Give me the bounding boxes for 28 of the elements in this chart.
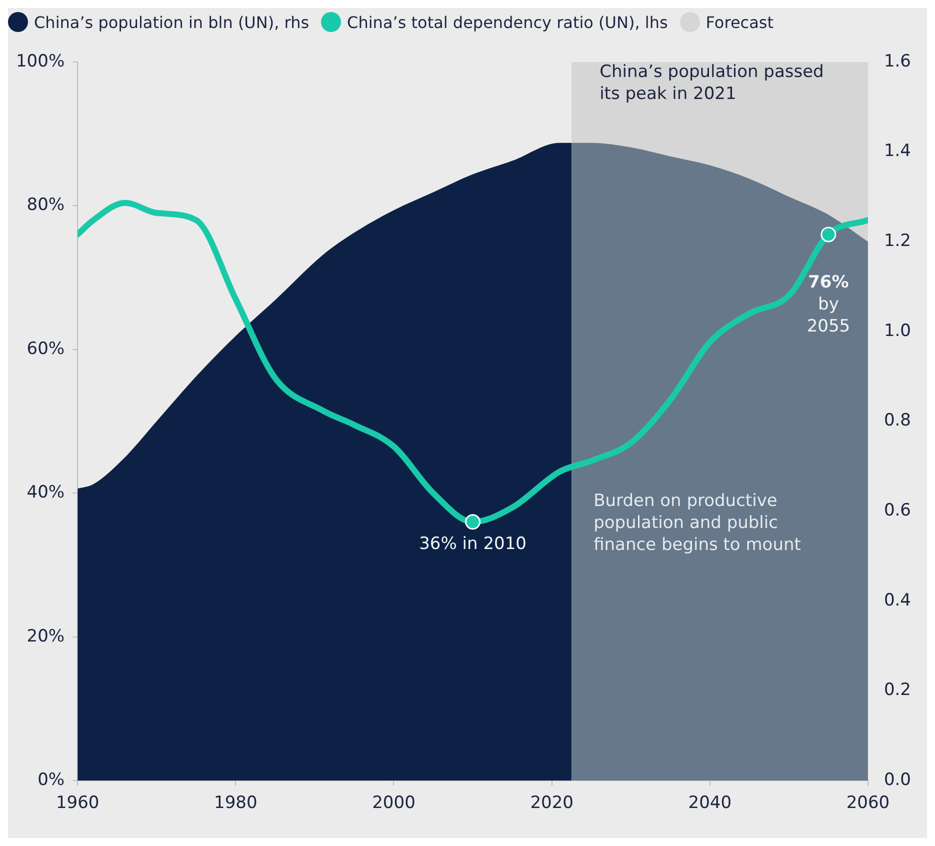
y2-tick-label: 1.2: [884, 231, 912, 252]
annotation: Burden on productive population and public finance begins to mount: [594, 491, 802, 556]
y-tick-label: 60%: [26, 338, 65, 359]
annotation: China’s population passed its peak in 2021: [600, 62, 824, 104]
x-tick-label: 2060: [846, 793, 890, 814]
y-tick-label: 0%: [38, 770, 65, 790]
annotation: 76% by 2055: [806, 272, 850, 336]
legend-label: China’s population in bln (UN), rhs: [34, 12, 310, 32]
y2-tick-label: 0.2: [884, 680, 912, 700]
y2-tick-label: 1.4: [884, 141, 912, 162]
y2-tick-label: 0.8: [884, 410, 912, 431]
y-tick-label: 20%: [26, 626, 65, 646]
x-tick-label: 2000: [372, 793, 416, 814]
y-tick-label: 40%: [26, 482, 65, 503]
y2-tick-label: 0.4: [884, 590, 912, 610]
y2-tick-label: 1.0: [884, 320, 912, 341]
y2-tick-label: 0.6: [884, 500, 912, 521]
x-tick-label: 2040: [688, 793, 732, 814]
y2-tick-label: 0.0: [884, 770, 912, 790]
x-tick-label: 1960: [56, 793, 100, 814]
y-tick-label: 80%: [26, 195, 65, 216]
legend-label: Forecast: [706, 12, 774, 32]
legend-label: China’s total dependency ratio (UN), lhs: [347, 12, 668, 32]
annotation: 36% in 2010: [419, 534, 526, 554]
x-tick-label: 2020: [530, 793, 574, 814]
y-tick-label: 100%: [16, 51, 65, 72]
x-tick-label: 1980: [214, 793, 258, 814]
y2-tick-label: 1.6: [884, 51, 912, 72]
